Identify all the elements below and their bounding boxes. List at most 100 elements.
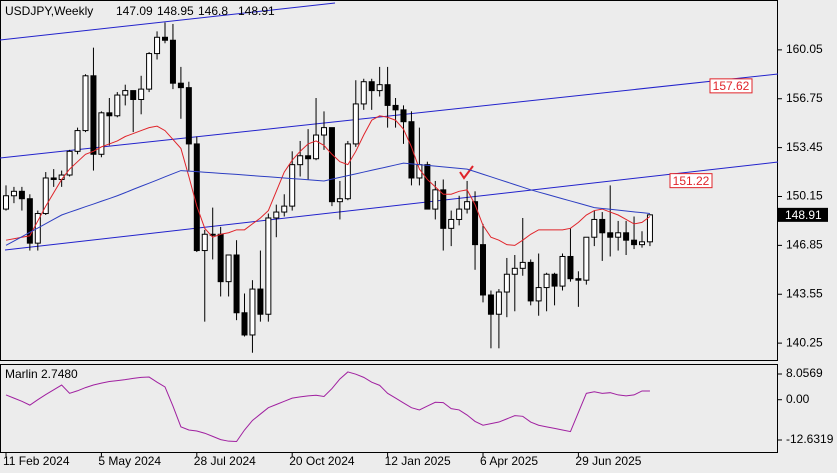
candle-body (50, 177, 57, 180)
y-tick-label: 8.0569 (786, 366, 823, 380)
candle-body (217, 233, 224, 283)
candle-body (448, 218, 455, 229)
channel-line (0, 2, 336, 41)
candle-body (201, 233, 208, 252)
trend-lines (0, 2, 779, 251)
candle-body (114, 94, 121, 117)
candle-body (535, 287, 542, 302)
candle-body (631, 239, 638, 246)
candle-body (10, 190, 17, 197)
candle-body (400, 109, 407, 123)
candle-body (265, 217, 272, 315)
indicator-label: Marlin 2.7480 (5, 367, 78, 381)
x-tick-label: 5 May 2024 (98, 454, 161, 468)
indicator-panel (0, 364, 778, 453)
indicator-line (5, 371, 650, 443)
candle-body (464, 201, 471, 210)
candle-body (344, 143, 351, 200)
candle-body (138, 88, 145, 100)
candle-body (122, 90, 129, 96)
candle-body (472, 201, 479, 246)
level-label: 157.62 (713, 79, 750, 93)
candle-body (321, 127, 327, 136)
channel-line (4, 161, 779, 251)
current-price-box (778, 207, 828, 222)
candle-body (567, 255, 574, 280)
candle-body (599, 218, 606, 234)
candle-body (527, 261, 534, 302)
candle-body (281, 205, 288, 213)
candle-body (162, 36, 168, 41)
y-tick-label: 153.45 (786, 140, 823, 154)
candle-body (177, 82, 184, 89)
candle-body (575, 278, 582, 281)
candle-body (66, 150, 73, 176)
candle-body (328, 127, 335, 203)
candle-body (519, 261, 526, 269)
x-tick-label: 6 Apr 2025 (480, 454, 538, 468)
low-value: 146.8 (198, 4, 228, 18)
high-value: 148.95 (157, 4, 194, 18)
candle-body (392, 104, 399, 111)
channel-line (0, 73, 779, 159)
candle-body (408, 121, 415, 179)
candle-body (495, 291, 502, 315)
candle-body (241, 312, 248, 336)
candle-body (591, 218, 598, 238)
y-tick-label: 143.55 (786, 286, 823, 300)
candle-body (487, 294, 494, 315)
candle-body (98, 112, 105, 155)
y-tick-label: 146.85 (786, 238, 823, 252)
candle-body (639, 241, 645, 246)
level-label: 151.22 (673, 174, 710, 188)
candle-body (623, 232, 630, 241)
candle-body (146, 53, 153, 90)
y-tick-label: 140.25 (786, 335, 823, 349)
candle-body (559, 255, 566, 287)
current-price-label: 148.91 (785, 208, 822, 222)
candle-body (432, 189, 439, 210)
candle-body (169, 39, 176, 84)
candle-body (185, 87, 192, 145)
candle-body (368, 81, 375, 92)
level-box (669, 173, 713, 189)
candle-body (130, 90, 137, 100)
candle-body (74, 130, 81, 152)
candle-body (3, 195, 9, 210)
candle-body (336, 198, 343, 203)
level-box (709, 78, 753, 94)
candle-body (384, 84, 391, 106)
marks: 160.05 156.75 153.45 150.15 146.85 143.55 140.… (3, 22, 834, 468)
candle-body (646, 214, 653, 243)
candle-body (90, 75, 97, 155)
candle-body (456, 208, 463, 220)
x-tick-label: 11 Feb 2024 (3, 454, 70, 468)
y-tick-label: 150.15 (786, 189, 823, 203)
candle-body (511, 267, 518, 275)
candle-body (305, 155, 312, 160)
moving-average (5, 162, 651, 246)
candle-body (225, 254, 232, 283)
chart-title: USDJPY,Weekly (5, 4, 93, 18)
candle-body (42, 177, 49, 215)
y-tick-label: 156.75 (786, 91, 823, 105)
candle-body (257, 288, 264, 315)
x-tick-label: 28 Jul 2024 (194, 454, 256, 468)
open-value: 147.09 (116, 4, 153, 18)
candle-body (440, 189, 447, 229)
candle-body (154, 36, 161, 55)
y-tick-label: -12.6319 (786, 432, 834, 446)
candle-body (360, 81, 367, 105)
candle-body (543, 273, 550, 289)
x-tick-label: 20 Oct 2024 (289, 454, 355, 468)
candle-body (503, 273, 510, 293)
candle-body (583, 236, 590, 281)
y-tick-label: 160.05 (786, 42, 823, 56)
main-panel (0, 0, 778, 361)
candle-body (376, 84, 383, 92)
y-tick-label: 0.00 (786, 392, 810, 406)
candle-body (106, 112, 113, 117)
candle-body (424, 164, 431, 210)
candle-body (18, 190, 25, 200)
